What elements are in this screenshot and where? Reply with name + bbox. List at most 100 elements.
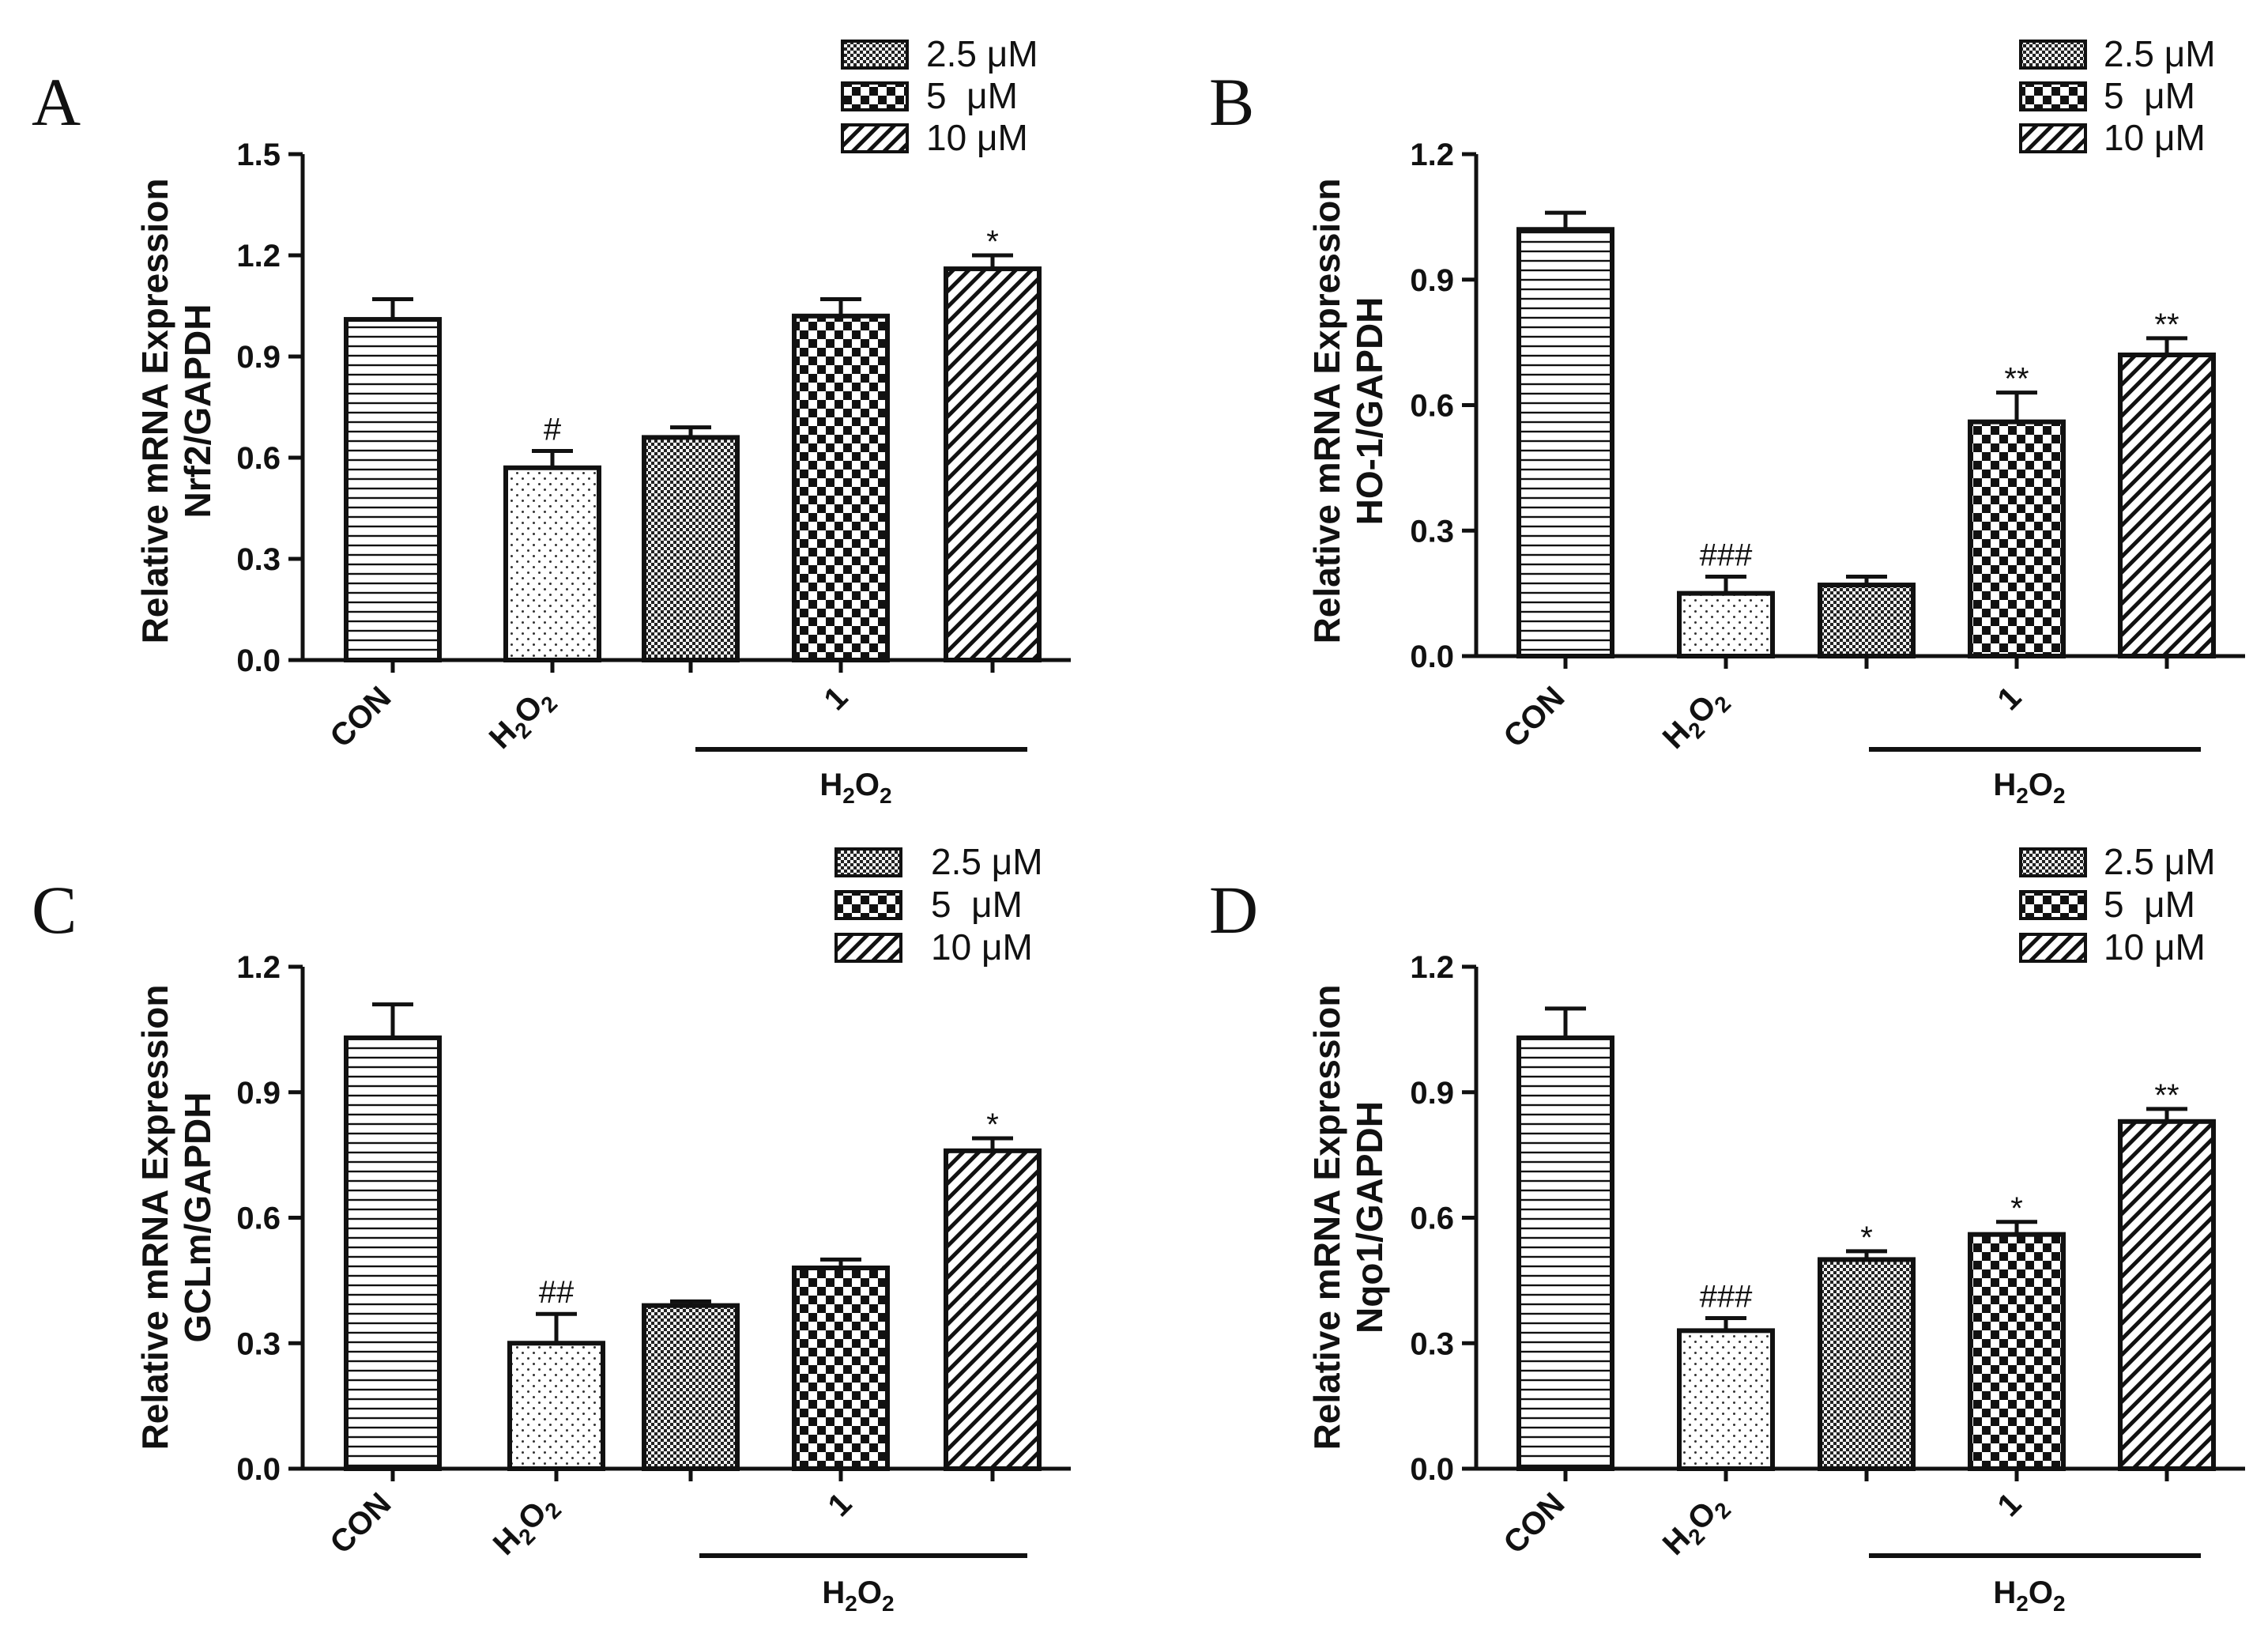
significance-annotation: * <box>986 224 999 259</box>
bar <box>944 1148 1042 1472</box>
y-tick-label: 0.9 <box>1410 1076 1454 1111</box>
bar <box>642 1303 740 1471</box>
bar <box>792 1266 890 1471</box>
bar <box>1677 1328 1775 1471</box>
bar <box>1516 1035 1614 1472</box>
x-axis-categories-a: CON H2O2 1 H2O2 <box>323 680 1027 808</box>
legend-a: 2.5 μM 5 μM 10 μM <box>841 33 1038 158</box>
y-tick-label: 0.6 <box>236 441 281 476</box>
y-tick-label: 0.6 <box>236 1202 281 1236</box>
treatment-group-label: H2O2 <box>1993 1575 2065 1616</box>
bar <box>2118 353 2216 658</box>
legend-swatch-2.5um <box>841 40 909 70</box>
panel-d: D Relative mRNA Expression Nqo1/GAPDH 0.… <box>1209 841 2245 1616</box>
legend-c: 2.5 μM 5 μM 10 μM <box>834 841 1043 968</box>
category-label-con: CON <box>1497 680 1571 754</box>
bar <box>344 317 442 662</box>
significance-annotation: ** <box>2154 307 2179 342</box>
legend-label-2.5um: 2.5 μM <box>2104 841 2216 882</box>
y-tick-label: 0.3 <box>236 542 281 577</box>
legend-swatch-5um <box>2019 890 2087 920</box>
treatment-group-label: H2O2 <box>819 768 891 808</box>
y-axis-label-line1: Relative mRNA Expression <box>1306 985 1347 1451</box>
legend-b: 2.5 μM 5 μM 10 μM <box>2019 33 2216 158</box>
panel-letter-d: D <box>1209 872 1258 948</box>
significance-annotation: ## <box>539 1275 575 1310</box>
legend-d: 2.5 μM 5 μM 10 μM <box>2019 841 2216 968</box>
category-label-compound: 1 <box>1991 680 2029 717</box>
legend-label-5um: 5 μM <box>2104 75 2195 116</box>
bar <box>503 465 601 662</box>
plot-area-b: 0.0 0.3 0.6 0.9 1.2 ### ** ** <box>1410 138 2245 674</box>
legend-swatch-2.5um <box>2019 847 2087 877</box>
legend-label-10um: 10 μM <box>926 117 1028 158</box>
legend-swatch-10um <box>841 123 909 153</box>
bar <box>1968 1232 2066 1471</box>
significance-annotation: ### <box>1700 1280 1753 1315</box>
category-label-compound: 1 <box>822 1486 859 1523</box>
category-label-h2o2: H2O2 <box>483 680 563 760</box>
panel-letter-c: C <box>32 872 77 948</box>
significance-annotation: ### <box>1700 538 1753 572</box>
bar <box>1968 419 2066 659</box>
y-tick-label: 0.0 <box>236 643 281 678</box>
category-label-compound: 1 <box>818 680 855 717</box>
y-axis-label-line2: Nqo1/GAPDH <box>1349 1101 1390 1334</box>
bar <box>792 313 890 662</box>
y-tick-label: 0.0 <box>1410 639 1454 674</box>
y-tick-label: 0.3 <box>1410 514 1454 549</box>
category-label-h2o2: H2O2 <box>1656 1486 1736 1566</box>
y-axis-label-line1: Relative mRNA Expression <box>134 179 175 644</box>
legend-swatch-5um <box>834 890 902 920</box>
legend-label-10um: 10 μM <box>2104 117 2206 158</box>
y-tick-label: 1.2 <box>236 239 281 274</box>
x-axis-categories-c: CON H2O2 1 H2O2 <box>323 1486 1027 1616</box>
significance-annotation: * <box>986 1107 999 1142</box>
bar <box>2118 1119 2216 1471</box>
plot-area-d: 0.00.30.60.91.2###**** <box>1410 950 2245 1487</box>
y-tick-label: 0.3 <box>236 1326 281 1361</box>
y-tick-label: 0.9 <box>1410 263 1454 298</box>
plot-area-a: 0.0 0.3 0.6 0.9 1.2 1.5 # * <box>236 138 1071 678</box>
y-axis-label-line1: Relative mRNA Expression <box>134 985 175 1451</box>
y-tick-label: 0.0 <box>1410 1452 1454 1487</box>
y-tick-label: 1.2 <box>236 950 281 985</box>
legend-swatch-2.5um <box>2019 40 2087 70</box>
y-tick-label: 0.9 <box>236 340 281 375</box>
y-tick-label: 0.3 <box>1410 1326 1454 1361</box>
category-label-con: CON <box>323 1486 397 1560</box>
category-label-compound: 1 <box>1991 1486 2029 1523</box>
bar <box>1818 583 1916 659</box>
legend-label-5um: 5 μM <box>2104 884 2195 925</box>
bar <box>944 266 1042 662</box>
significance-annotation: * <box>1860 1220 1873 1255</box>
y-axis-label-line1: Relative mRNA Expression <box>1306 179 1347 644</box>
panel-letter-b: B <box>1209 64 1254 140</box>
panel-b: B Relative mRNA Expression HO-1/GAPDH 0.… <box>1209 33 2245 808</box>
panel-a: A Relative mRNA Expression Nrf2/GAPDH 0.… <box>32 33 1071 808</box>
legend-label-10um: 10 μM <box>931 926 1033 968</box>
category-label-con: CON <box>323 680 397 754</box>
significance-annotation: # <box>544 412 562 447</box>
legend-swatch-10um <box>2019 123 2087 153</box>
category-label-h2o2: H2O2 <box>1656 680 1736 760</box>
significance-annotation: ** <box>2154 1078 2179 1113</box>
y-tick-label: 0.6 <box>1410 1202 1454 1236</box>
legend-label-5um: 5 μM <box>931 884 1023 925</box>
y-tick-label: 0.0 <box>236 1452 281 1487</box>
treatment-group-label: H2O2 <box>1993 768 2065 808</box>
legend-swatch-5um <box>2019 81 2087 111</box>
legend-label-5um: 5 μM <box>926 75 1018 116</box>
y-tick-label: 1.5 <box>236 138 281 172</box>
significance-annotation: ** <box>2004 362 2029 397</box>
y-axis-label-line2: GCLm/GAPDH <box>177 1092 218 1343</box>
bar <box>507 1341 605 1471</box>
legend-label-10um: 10 μM <box>2104 926 2206 968</box>
bar <box>642 435 740 663</box>
legend-label-2.5um: 2.5 μM <box>2104 33 2216 74</box>
legend-label-2.5um: 2.5 μM <box>931 841 1043 882</box>
y-tick-label: 1.2 <box>1410 138 1454 172</box>
y-tick-label: 0.9 <box>236 1076 281 1111</box>
significance-annotation: * <box>2010 1191 2023 1226</box>
